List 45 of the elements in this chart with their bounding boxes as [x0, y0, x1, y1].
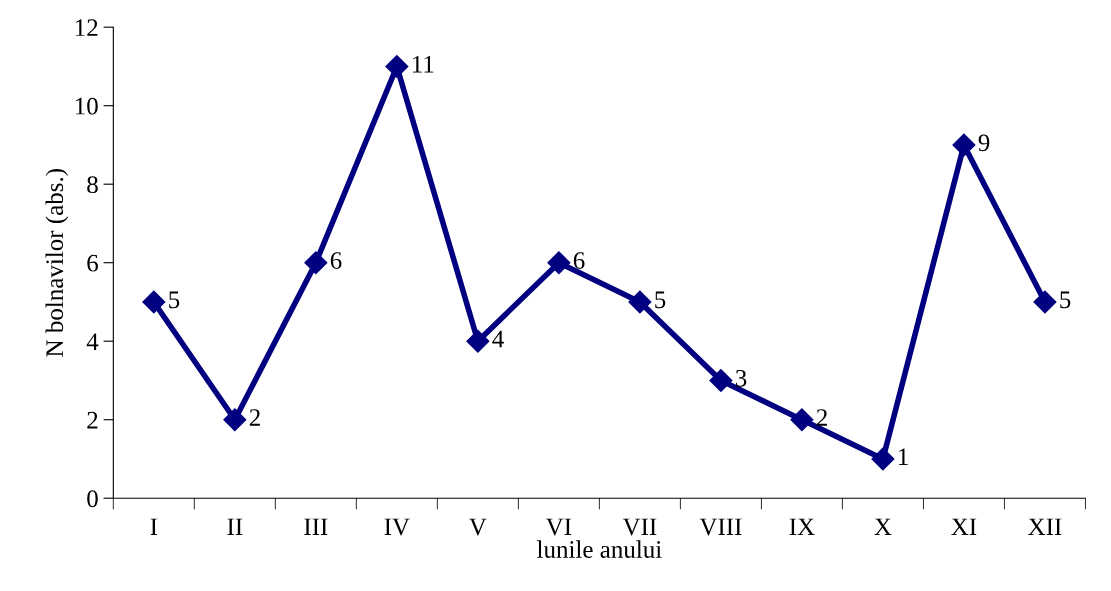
- x-tick-label: X: [874, 518, 892, 536]
- y-tick-label: 2: [87, 411, 98, 429]
- x-tick-label: III: [304, 518, 328, 536]
- point: [709, 368, 733, 392]
- data-label: 3: [735, 369, 747, 387]
- data-label: 9: [978, 134, 990, 152]
- x-tick-label: IX: [789, 518, 815, 536]
- point: [628, 290, 652, 314]
- y-tick-label: 8: [87, 176, 98, 194]
- data-label: 5: [1060, 291, 1071, 309]
- data-label: 5: [655, 291, 666, 309]
- point: [142, 290, 166, 314]
- y-tick-label: 12: [75, 19, 98, 36]
- data-label: 6: [573, 252, 585, 269]
- point: [952, 133, 976, 157]
- x-tick-label: VIII: [699, 518, 742, 536]
- y-tick-label: 10: [75, 97, 98, 115]
- x-tick-label: IV: [384, 518, 410, 536]
- data-label: 2: [249, 409, 260, 426]
- y-tick-label: 0: [87, 490, 98, 508]
- x-tick-label: I: [150, 518, 158, 536]
- data-label: 5: [169, 291, 180, 309]
- x-tick-label: XII: [1028, 518, 1062, 536]
- x-tick-label: VI: [545, 518, 572, 536]
- data-label: 4: [492, 330, 504, 348]
- x-tick-label: VII: [622, 518, 657, 536]
- point: [304, 251, 328, 275]
- point: [790, 408, 814, 432]
- x-tick-label: V: [469, 518, 487, 536]
- point: [547, 251, 571, 275]
- x-axis-title: lunile anului: [537, 540, 662, 558]
- point: [223, 408, 247, 432]
- data-label: 2: [816, 409, 827, 426]
- point: [871, 447, 895, 471]
- y-axis-title: N bolnavilor (abs.): [45, 169, 69, 357]
- data-label: 1: [899, 448, 908, 465]
- data-label: 6: [330, 252, 342, 269]
- point: [466, 329, 490, 353]
- x-tick-label: XI: [951, 518, 977, 536]
- point: [385, 54, 409, 78]
- y-tick-label: 6: [87, 254, 98, 272]
- data-label: 11: [412, 55, 434, 73]
- y-tick-label: 4: [86, 333, 99, 350]
- x-tick-label: II: [227, 518, 243, 536]
- point: [1033, 290, 1057, 314]
